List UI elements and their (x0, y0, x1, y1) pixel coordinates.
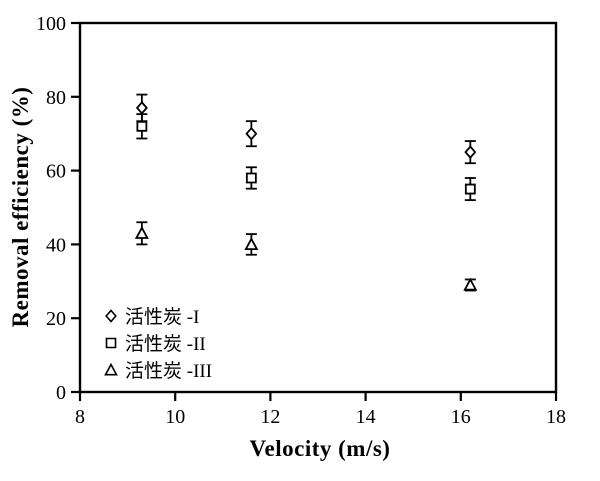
diamond-data-marker (464, 145, 477, 160)
legend: 活性炭 -I 活性炭 -II 活性炭 -III (103, 302, 212, 383)
square-data-marker (464, 183, 476, 195)
square-marker-icon (105, 337, 117, 348)
triangle-data-marker (463, 277, 478, 291)
y-tick-label: 40 (46, 234, 66, 256)
legend-item: 活性炭 -II (103, 329, 212, 356)
triangle-legend-glyph (104, 362, 118, 375)
legend-label: 活性炭 -I (125, 307, 200, 328)
triangle-data-marker (244, 237, 259, 250)
x-tick-label: 8 (75, 406, 85, 428)
x-tick-label: 18 (546, 406, 566, 428)
square-data-marker (136, 120, 148, 132)
diamond-legend-glyph (105, 308, 117, 323)
x-tick-label: 10 (165, 406, 185, 428)
y-tick-label: 20 (46, 308, 66, 330)
y-axis-title: Removal efficiency (%) (8, 86, 33, 328)
x-tick-label: 12 (260, 406, 280, 428)
diamond-data-marker (245, 126, 258, 141)
legend-item: 活性炭 -III (103, 356, 212, 383)
legend-label: 活性炭 -III (125, 361, 213, 382)
triangle-data-marker (134, 225, 149, 239)
y-tick-label: 0 (56, 382, 66, 404)
diamond-data-marker (135, 101, 148, 115)
square-legend-glyph (105, 337, 117, 348)
x-axis-title: Velocity (m/s) (249, 436, 391, 461)
square-data-marker (245, 172, 257, 184)
x-tick-label: 14 (356, 406, 376, 428)
y-tick-label: 80 (46, 87, 66, 109)
y-tick-label: 100 (36, 13, 66, 35)
y-tick-label: 60 (46, 161, 66, 183)
legend-item: 活性炭 -I (103, 302, 212, 329)
diamond-marker-icon (105, 308, 117, 323)
legend-label: 活性炭 -II (125, 334, 206, 355)
triangle-marker-icon (104, 362, 118, 375)
plot-frame (78, 21, 558, 394)
x-tick-label: 16 (451, 406, 471, 428)
